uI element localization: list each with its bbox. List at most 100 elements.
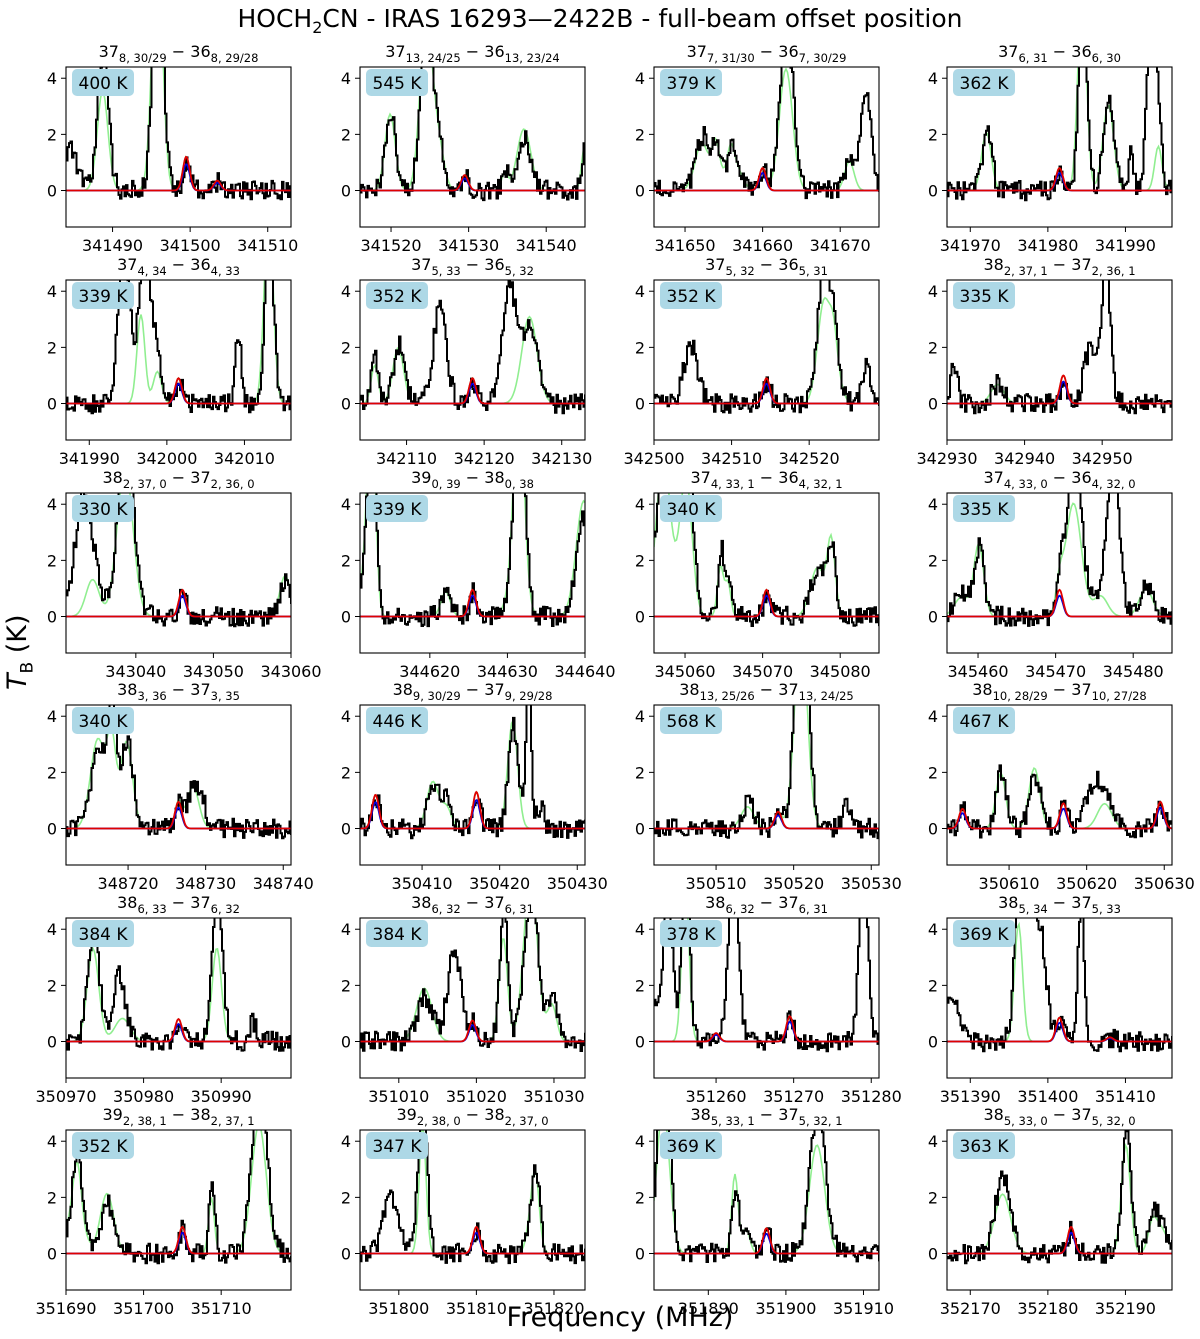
- title-subscript: 5, 33, 0: [1004, 1114, 1048, 1128]
- temperature-badge: [953, 920, 1015, 947]
- x-tick-label: 344640: [554, 662, 615, 681]
- y-tick-label: 4: [341, 282, 351, 301]
- observed-spectrum: [66, 705, 291, 840]
- title-main: 39: [102, 1105, 122, 1124]
- temperature-badge: [953, 69, 1015, 96]
- panel-frame: [65, 279, 292, 441]
- y-tick-label: 4: [47, 920, 57, 939]
- temperature-badge: [660, 69, 722, 96]
- panel-frame: [653, 279, 880, 441]
- x-tick-label: 351270: [763, 1087, 824, 1106]
- panel-title: 3810, 28/29 − 3710, 27/28: [972, 680, 1146, 703]
- temperature-badge-label: 400 K: [79, 74, 129, 94]
- x-tick-label: 341990: [59, 449, 120, 468]
- title-main: − 36: [461, 255, 505, 274]
- y-axis-label: TB (K): [2, 614, 37, 690]
- observed-spectrum: [654, 67, 879, 200]
- x-tick-label: 341970: [940, 236, 1001, 255]
- y-tick-label: 4: [47, 69, 57, 88]
- model-full-green: [66, 722, 291, 830]
- title-subscript: 4, 32, 1: [799, 477, 843, 491]
- panel: 0 2 4 341650 341660 341670 377, 31/30 − 367, 3…: [635, 42, 880, 255]
- model-red: [947, 801, 1172, 830]
- panel-frame: [653, 917, 880, 1079]
- title-main: 37: [983, 468, 1003, 487]
- plot-area: [654, 918, 879, 1053]
- title-main: 37: [99, 42, 119, 61]
- temperature-badge-label: 467 K: [960, 712, 1010, 732]
- plot-area: [66, 918, 291, 1052]
- temperature-badge-label: 339 K: [373, 500, 423, 520]
- y-tick-label: 2: [928, 551, 938, 570]
- panel-frame: [946, 279, 1173, 441]
- figure-title-subscript: 2: [312, 18, 323, 37]
- panel-title: 392, 38, 0 − 382, 37, 0: [396, 1105, 548, 1128]
- plot-area: [360, 493, 585, 628]
- y-tick-label: 2: [341, 976, 351, 995]
- temperature-badge: [72, 495, 134, 522]
- title-subscript: 5, 32, 0: [1092, 1114, 1136, 1128]
- x-tick-label: 343060: [260, 662, 321, 681]
- y-tick-label: 0: [928, 182, 938, 201]
- x-tick-label: 345060: [654, 662, 715, 681]
- title-main: 38: [117, 893, 137, 912]
- y-tick-label: 2: [47, 763, 57, 782]
- y-tick-label: 4: [635, 1132, 645, 1151]
- observed-spectrum: [654, 918, 879, 1053]
- x-tick-label: 344630: [477, 662, 538, 681]
- observed-spectrum: [947, 1130, 1172, 1265]
- title-subscript: 5, 33: [1092, 902, 1121, 916]
- y-tick-label: 2: [47, 551, 57, 570]
- plot-area: [947, 764, 1172, 839]
- y-tick-label: 2: [635, 763, 645, 782]
- model-red: [360, 377, 585, 405]
- title-subscript: 5, 31: [799, 264, 828, 278]
- y-tick-label: 0: [635, 608, 645, 627]
- panel-frame: [653, 704, 880, 866]
- x-tick-label: 351690: [35, 1299, 96, 1318]
- y-tick-label: 0: [47, 820, 57, 839]
- x-tick-label: 351800: [368, 1299, 429, 1318]
- title-main: − 36: [1048, 42, 1092, 61]
- title-main: − 36: [167, 255, 211, 274]
- y-tick-label: 4: [928, 707, 938, 726]
- y-tick-label: 4: [635, 707, 645, 726]
- y-tick-label: 0: [341, 182, 351, 201]
- plot-area: [66, 493, 291, 628]
- panel-title: 3813, 25/26 − 3713, 24/25: [679, 680, 853, 703]
- panel-title: 376, 31 − 366, 30: [998, 42, 1121, 65]
- temperature-badge-label: 369 K: [960, 925, 1010, 945]
- model-red: [654, 588, 879, 618]
- y-tick-label: 4: [928, 282, 938, 301]
- panel-title: 374, 34 − 364, 33: [117, 255, 240, 278]
- x-tick-label: 343050: [183, 662, 244, 681]
- title-main: − 36: [755, 42, 799, 61]
- title-subscript: 9, 29/28: [505, 689, 553, 703]
- panel: 0 2 4 350510 350520 350530 3813, 25/26 − 3713,…: [635, 680, 902, 893]
- y-tick-label: 2: [47, 1188, 57, 1207]
- y-tick-label: 4: [341, 707, 351, 726]
- x-tick-label: 343040: [105, 662, 166, 681]
- temperature-badge-label: 379 K: [667, 74, 717, 94]
- observed-spectrum: [66, 918, 291, 1052]
- y-tick-label: 0: [635, 1245, 645, 1264]
- y-tick-label: 2: [928, 976, 938, 995]
- x-tick-label: 350420: [469, 874, 530, 893]
- panel-frame: [946, 492, 1173, 654]
- title-subscript: 8, 30/29: [119, 51, 167, 65]
- observed-spectrum: [360, 67, 585, 202]
- panel-title: 386, 32 − 376, 31: [411, 893, 534, 916]
- plot-area: [654, 705, 879, 840]
- x-tick-label: 341540: [516, 236, 577, 255]
- y-tick-label: 0: [47, 395, 57, 414]
- plot-area: [947, 67, 1172, 202]
- observed-spectrum: [654, 493, 879, 627]
- y-tick-label: 2: [47, 338, 57, 357]
- x-tick-label: 344620: [399, 662, 460, 681]
- temperature-badge: [660, 282, 722, 309]
- y-axis-label-symbol: T: [2, 673, 33, 691]
- title-subscript: 5, 33, 1: [711, 1114, 755, 1128]
- y-axis-label-unit: (K): [2, 614, 33, 662]
- title-main: − 37: [755, 1105, 799, 1124]
- x-tick-label: 341650: [654, 236, 715, 255]
